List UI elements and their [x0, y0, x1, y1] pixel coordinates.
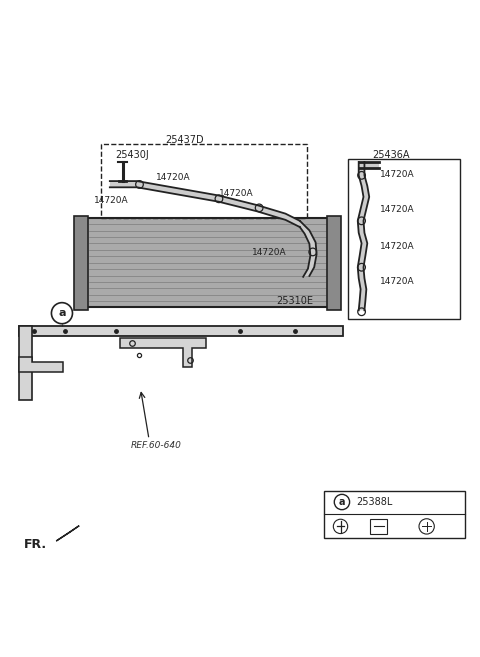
Polygon shape [19, 326, 343, 336]
Text: 14720A: 14720A [94, 196, 129, 205]
Polygon shape [300, 221, 317, 277]
Polygon shape [19, 326, 32, 400]
Text: 25430J: 25430J [115, 150, 149, 160]
Polygon shape [120, 338, 206, 367]
Text: a: a [339, 497, 345, 507]
Polygon shape [358, 162, 369, 310]
FancyBboxPatch shape [327, 215, 341, 310]
Text: 14720A: 14720A [156, 173, 191, 182]
Text: 14720A: 14720A [380, 277, 414, 286]
Text: 25310E: 25310E [276, 296, 313, 306]
FancyBboxPatch shape [74, 215, 88, 310]
Text: 14720A: 14720A [218, 189, 253, 198]
Polygon shape [359, 162, 379, 168]
Polygon shape [19, 357, 63, 372]
Text: 25388L: 25388L [356, 497, 393, 507]
Text: 14720A: 14720A [252, 248, 287, 258]
Text: REF.60-640: REF.60-640 [131, 442, 182, 450]
Polygon shape [56, 526, 79, 541]
Polygon shape [110, 181, 300, 227]
Text: 14720A: 14720A [380, 170, 414, 179]
Text: 14720A: 14720A [380, 205, 414, 214]
Text: FR.: FR. [24, 538, 47, 551]
Text: a: a [58, 308, 66, 318]
Text: 14720A: 14720A [380, 242, 414, 251]
FancyBboxPatch shape [84, 218, 331, 307]
Text: 25436A: 25436A [372, 150, 409, 160]
Text: 25437D: 25437D [166, 135, 204, 145]
